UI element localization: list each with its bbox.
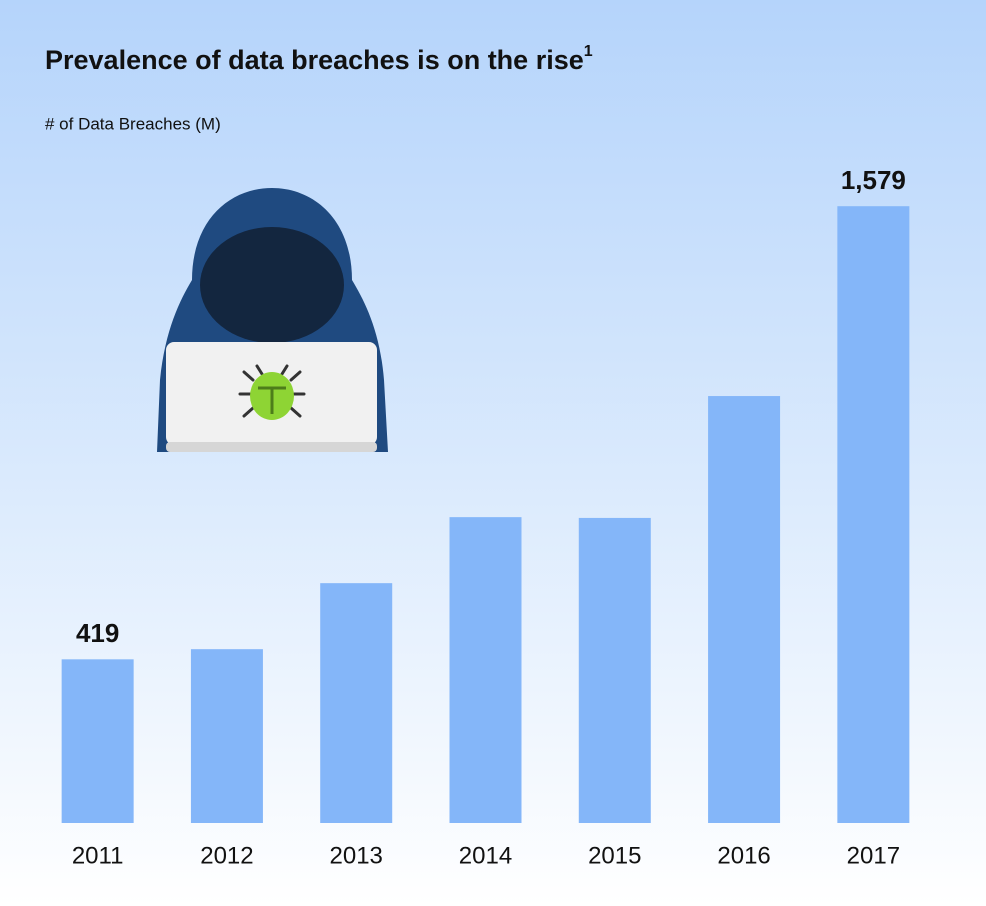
title-text: Prevalence of data breaches is on the ri… (45, 45, 584, 75)
bar (837, 206, 909, 823)
subtitle: # of Data Breaches (M) (45, 114, 221, 133)
x-tick-label: 2012 (200, 842, 253, 869)
bar (191, 649, 263, 823)
x-tick-label: 2013 (330, 842, 383, 869)
chart-title: Prevalence of data breaches is on the ri… (45, 43, 593, 75)
x-tick-label: 2017 (847, 842, 900, 869)
x-tick-label: 2016 (717, 842, 770, 869)
bar (708, 396, 780, 823)
x-tick-label: 2011 (72, 842, 124, 869)
bar (62, 659, 134, 823)
value-label: 1,579 (841, 165, 906, 195)
bar (450, 517, 522, 823)
title-footnote: 1 (584, 43, 593, 60)
bar (320, 583, 392, 823)
value-label: 419 (76, 618, 119, 648)
x-tick-label: 2015 (588, 842, 641, 869)
chart: Prevalence of data breaches is on the ri… (0, 0, 986, 906)
x-tick-label: 2014 (459, 842, 512, 869)
bar (579, 518, 651, 823)
